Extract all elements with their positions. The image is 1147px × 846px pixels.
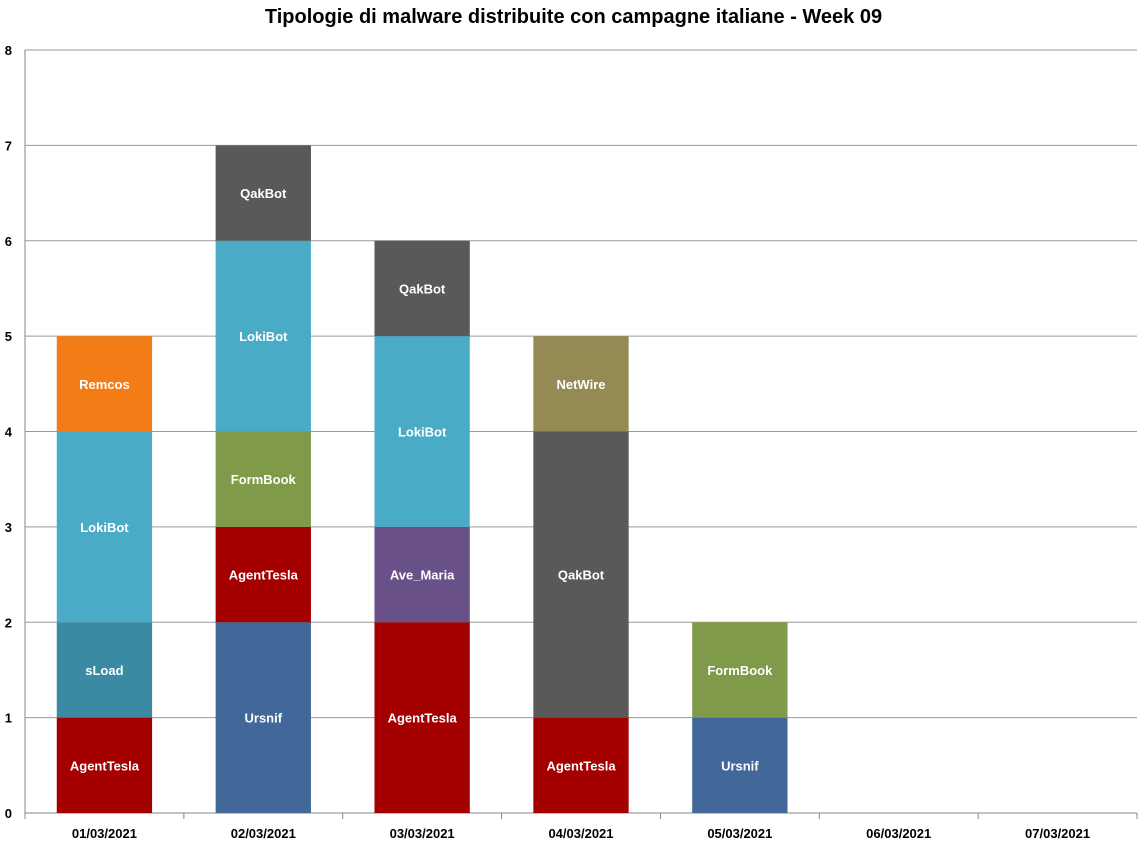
y-tick-label: 6 [5, 234, 12, 249]
y-tick-label: 0 [5, 806, 12, 821]
bar-segment-formbook [692, 622, 788, 718]
y-tick-label: 5 [5, 329, 12, 344]
bar-segment-label: Ursnif [245, 711, 283, 726]
x-tick-label: 05/03/2021 [707, 826, 772, 841]
bar-segment-ursnif [215, 622, 311, 813]
x-tick-label: 06/03/2021 [866, 826, 931, 841]
bar-segment-label: AgentTesla [229, 568, 299, 583]
bar-segment-label: FormBook [707, 663, 773, 678]
bar-segment-agenttesla [215, 526, 311, 623]
x-tick-label: 07/03/2021 [1025, 826, 1090, 841]
bar-segment-ave_maria [374, 526, 470, 623]
bar-segment-label: LokiBot [398, 425, 447, 440]
y-tick-label: 8 [5, 43, 12, 58]
bar-segment-label: LokiBot [239, 329, 288, 344]
chart-title: Tipologie di malware distribuite con cam… [264, 6, 883, 28]
x-tick-label: 01/03/2021 [72, 826, 137, 841]
bar-segment-ursnif [692, 717, 788, 813]
bar-segment-lokibot [56, 431, 153, 623]
bar-segment-agenttesla [56, 717, 153, 813]
bar-segment-label: Ave_Maria [390, 568, 455, 583]
bar-segment-netwire [533, 336, 629, 432]
x-tick-label: 03/03/2021 [390, 826, 455, 841]
bar-segment-label: sLoad [85, 663, 123, 678]
bar-segment-agenttesla [533, 717, 629, 813]
bar-segment-label: AgentTesla [546, 758, 616, 773]
bar-segment-sload [56, 622, 153, 718]
bar-segment-lokibot [374, 336, 470, 527]
y-tick-label: 2 [5, 615, 12, 630]
bar-segment-label: Remcos [79, 377, 130, 392]
bar-segment-agenttesla [374, 622, 470, 813]
y-tick-label: 1 [5, 711, 12, 726]
bar-segment-qakbot [215, 145, 311, 241]
bar-segment-label: AgentTesla [388, 711, 458, 726]
bar-segment-label: QakBot [399, 281, 446, 296]
bar-segment-qakbot [374, 240, 470, 337]
bar-segment-qakbot [533, 431, 629, 718]
bar-segment-label: Ursnif [721, 758, 759, 773]
y-tick-label: 3 [5, 520, 12, 535]
bar-segment-lokibot [215, 240, 311, 432]
bar-segment-label: QakBot [558, 568, 605, 583]
bar-segment-remcos [56, 336, 153, 432]
bar-segment-label: QakBot [240, 186, 287, 201]
y-tick-label: 4 [5, 425, 13, 440]
bar-segment-label: LokiBot [80, 520, 129, 535]
x-tick-label: 04/03/2021 [548, 826, 613, 841]
bar-segment-formbook [215, 431, 311, 527]
bar-segment-label: FormBook [231, 472, 297, 487]
x-tick-label: 02/03/2021 [231, 826, 296, 841]
y-tick-label: 7 [5, 138, 12, 153]
bar-segment-label: NetWire [556, 377, 605, 392]
bar-segment-label: AgentTesla [70, 758, 140, 773]
